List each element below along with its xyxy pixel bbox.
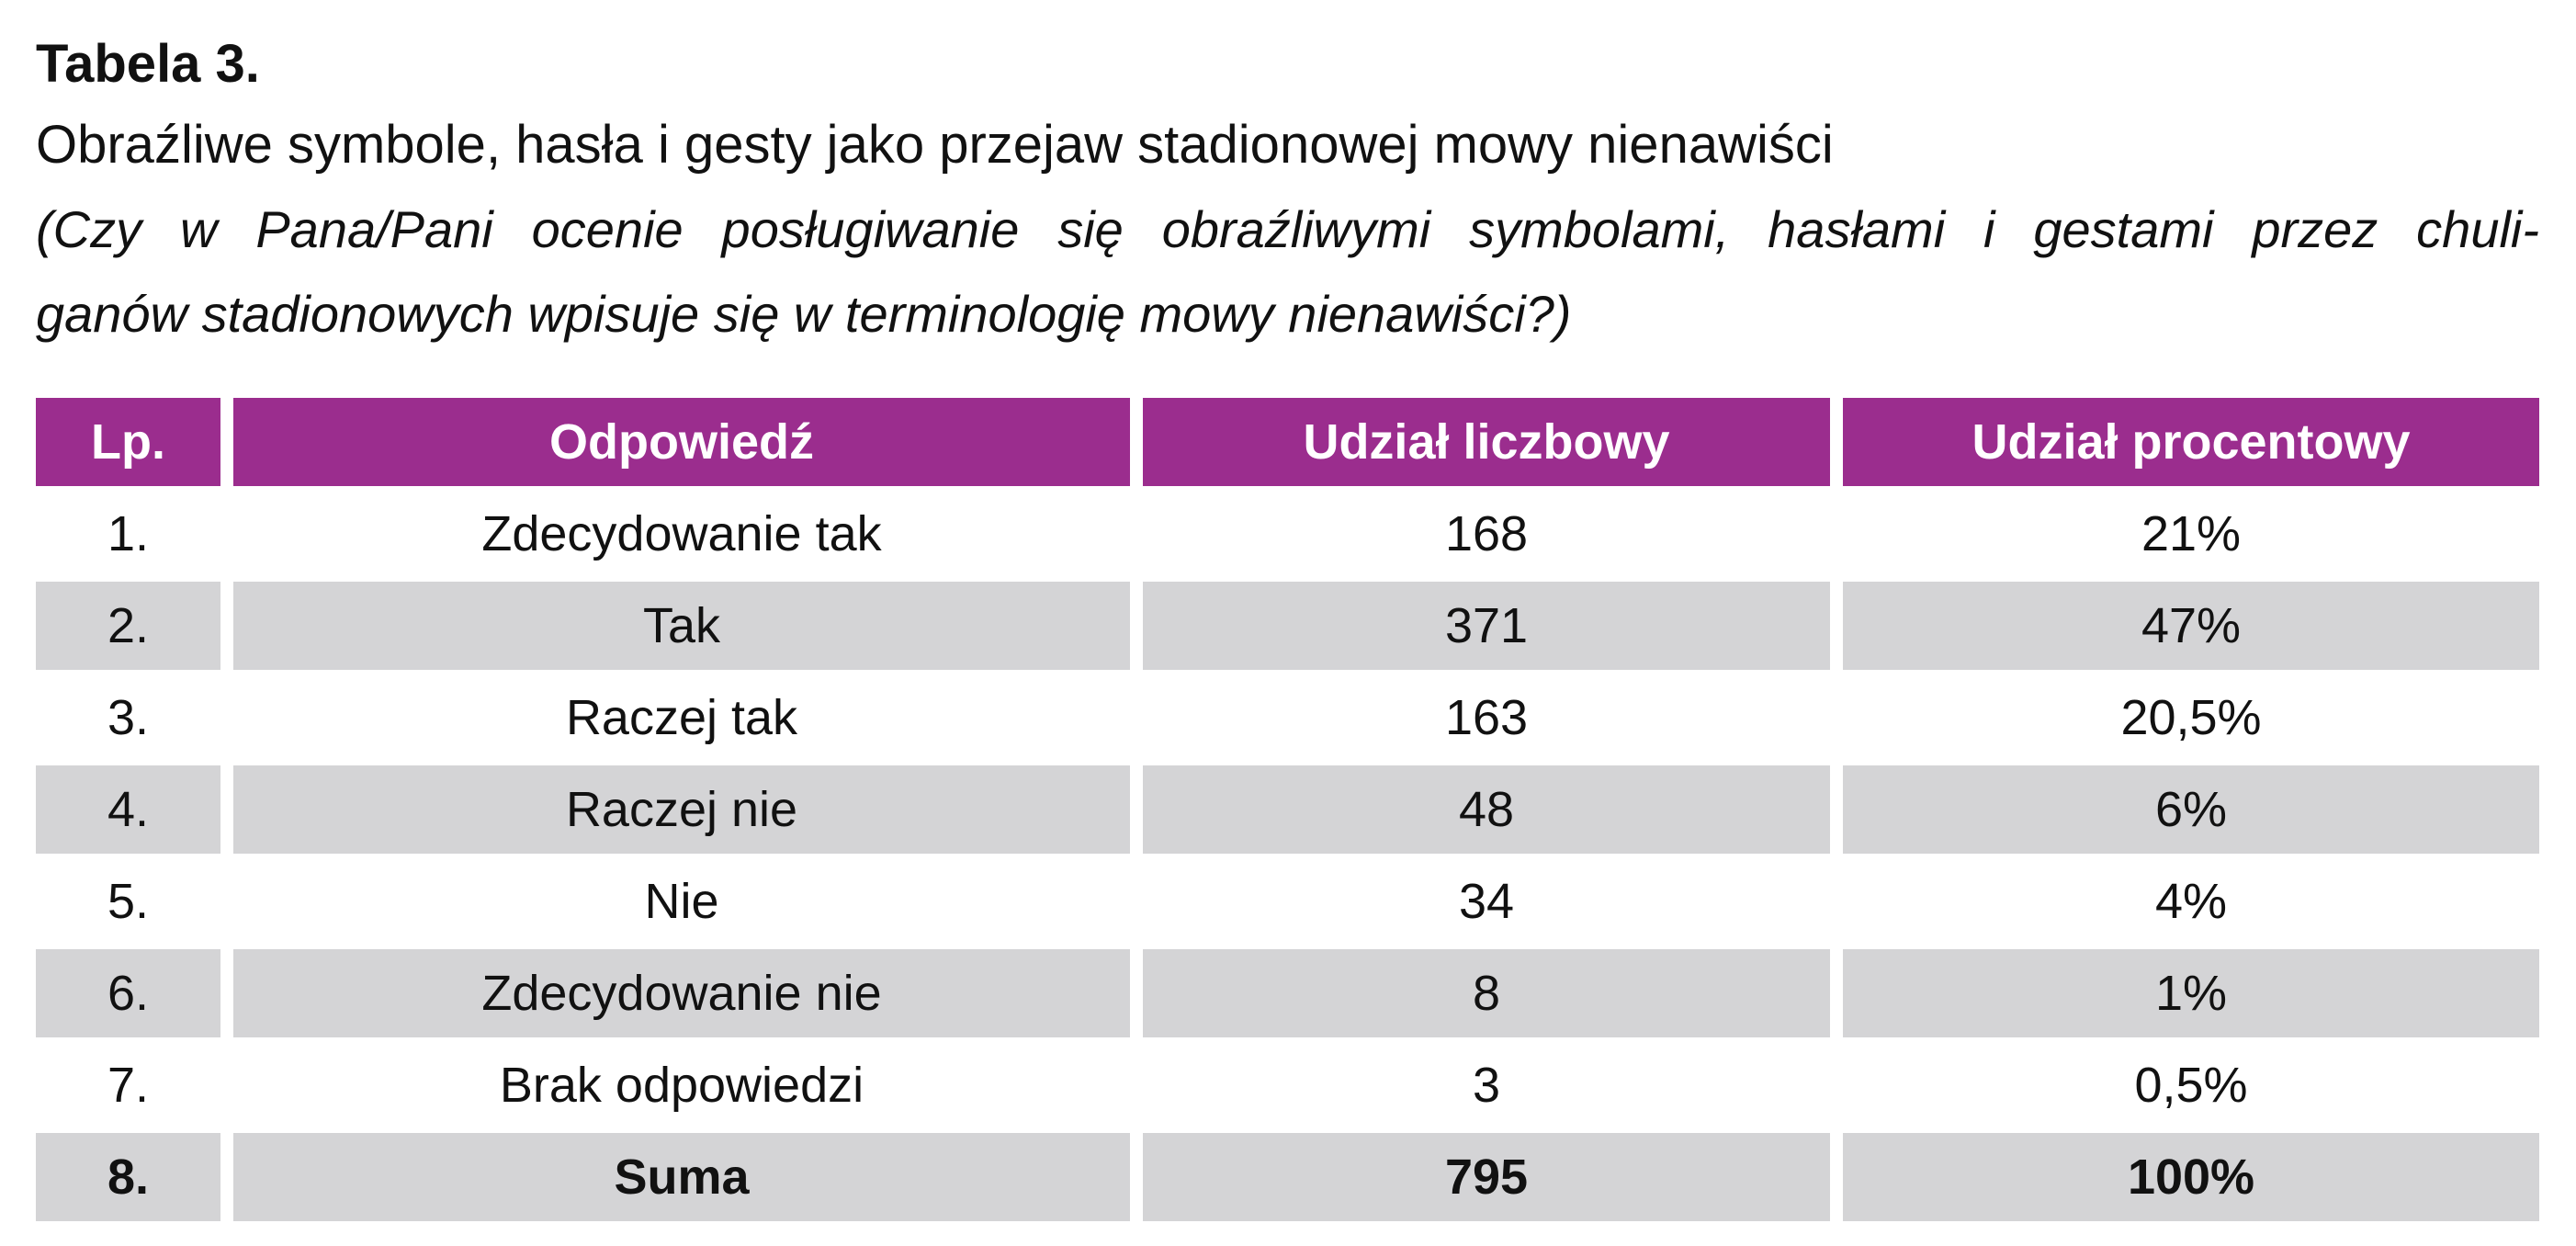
question: (Czy w Pana/Pani ocenie posługiwanie się… [36,195,2539,364]
table-cell: 1% [1843,949,2539,1037]
table-cell: Suma [233,1133,1130,1221]
table-cell: 8. [36,1133,220,1221]
table-cell: 5. [107,874,150,929]
table-cell: 3. [107,690,150,745]
header-cell: Odpowiedź [233,398,1130,486]
table-cell: 34 [1458,874,1515,929]
table-cell: 4% [2154,874,2228,929]
table-cell: 6. [36,949,220,1037]
table-cell: 0,5% [2134,1058,2248,1113]
table-cell: Zdecydowanie nie [233,949,1130,1037]
table-cell: Brak odpowiedzi [499,1058,864,1113]
table-cell: 20,5% [2120,690,2262,745]
table-cell: 8 [1143,949,1830,1037]
table-cell: 3 [1472,1058,1501,1113]
table-cell: 4. [36,765,220,854]
table: Lp. Odpowiedź Udział liczbowy Udział procen… [36,398,2539,1221]
table-cell: 795 [1143,1133,1830,1221]
table-cell: Raczej tak [565,690,798,745]
table-cell: 7. [107,1058,150,1113]
question-line: ganów stadionowych wpisuje się w termino… [36,285,1572,343]
question-line: (Czy w Pana/Pani ocenie posługiwanie się… [36,200,2539,258]
table-cell: 47% [1843,582,2539,670]
table-cell: 168 [1444,506,1529,561]
table-cell: 163 [1444,690,1529,745]
table-cell: Zdecydowanie tak [481,506,882,561]
table-cell: Raczej nie [233,765,1130,854]
header-cell: Lp. [36,398,220,486]
table-cell: 371 [1143,582,1830,670]
table-cell: Tak [233,582,1130,670]
table-subtitle: Obraźliwe symbole, hasła i gesty jako pr… [36,115,1834,175]
header-cell: Udział liczbowy [1143,398,1830,486]
table-title: Tabela 3. [36,34,260,94]
table-cell: 21% [2141,506,2242,561]
table-cell: 1. [107,506,150,561]
table-cell: 100% [1843,1133,2539,1221]
table-cell: 6% [1843,765,2539,854]
table-cell: 2. [36,582,220,670]
table-cell: Nie [644,874,719,929]
table-cell: 48 [1143,765,1830,854]
header-cell: Udział procentowy [1843,398,2539,486]
